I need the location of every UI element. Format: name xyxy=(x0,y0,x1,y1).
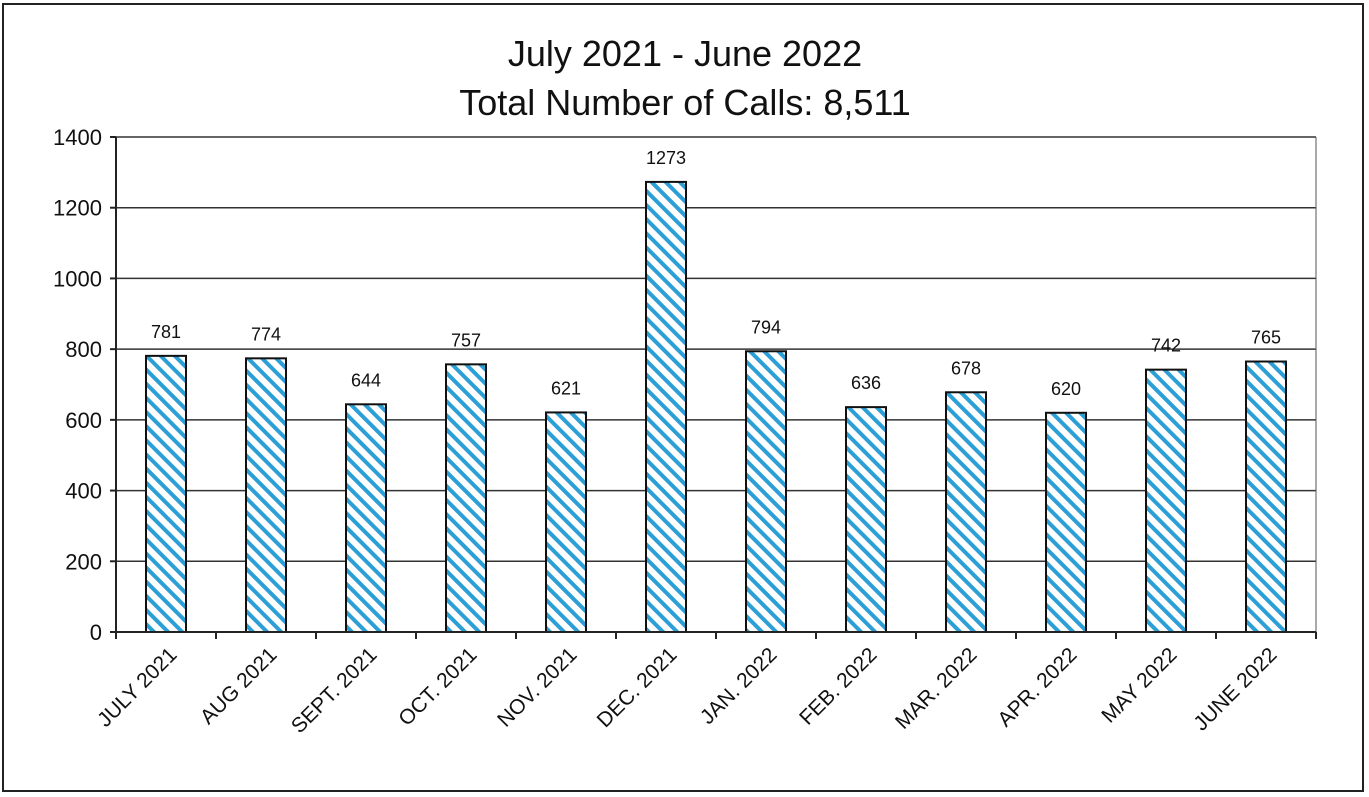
x-tick-label: OCT. 2021 xyxy=(394,643,481,730)
x-tick-label: MAR. 2022 xyxy=(891,643,982,734)
data-label: 621 xyxy=(551,378,581,398)
x-tick-label: JULY 2021 xyxy=(93,643,181,731)
x-tick-label: APR. 2022 xyxy=(993,643,1081,731)
y-tick-label: 0 xyxy=(90,620,102,645)
bar xyxy=(945,391,987,633)
x-tick-label: FEB. 2022 xyxy=(795,643,881,729)
x-tick-label: SEPT. 2021 xyxy=(287,643,382,738)
x-tick-label: NOV. 2021 xyxy=(493,643,581,731)
bar xyxy=(145,354,187,633)
data-label: 774 xyxy=(251,324,281,344)
bar xyxy=(845,406,887,633)
x-tick-label: AUG 2021 xyxy=(196,643,282,729)
data-label: 620 xyxy=(1051,379,1081,399)
x-axis: JULY 2021 AUG 2021 SEPT. 2021 OCT. 2021 NOV.… xyxy=(93,631,1317,738)
y-tick-label: 200 xyxy=(65,549,102,574)
x-tick-label: JUNE 2022 xyxy=(1189,643,1281,735)
x-tick-label: JAN. 2022 xyxy=(696,643,782,729)
y-tick-label: 1000 xyxy=(53,266,102,291)
data-label: 644 xyxy=(351,370,381,390)
gridlines xyxy=(116,136,1317,632)
bar xyxy=(1145,368,1187,633)
bar xyxy=(445,363,487,633)
y-tick-label: 800 xyxy=(65,337,102,362)
y-tick-label: 1200 xyxy=(53,196,102,221)
y-tick-label: 400 xyxy=(65,479,102,504)
data-label: 636 xyxy=(851,373,881,393)
data-label: 757 xyxy=(451,330,481,350)
y-axis: 0 200 400 600 800 1000 1200 1400 xyxy=(53,125,117,645)
data-label: 678 xyxy=(951,358,981,378)
bar xyxy=(745,350,787,633)
bar xyxy=(345,403,387,633)
data-label: 794 xyxy=(751,317,781,337)
x-tick-label: DEC. 2021 xyxy=(593,643,682,732)
y-tick-label: 600 xyxy=(65,408,102,433)
chart-subtitle: Total Number of Calls: 8,511 xyxy=(459,82,911,123)
data-labels: 781 774 644 757 621 1273 794 636 678 620 742 765 xyxy=(151,148,1281,399)
y-tick-label: 1400 xyxy=(53,125,102,150)
data-label: 781 xyxy=(151,322,181,342)
chart-title: July 2021 - June 2022 xyxy=(508,33,862,74)
data-label: 1273 xyxy=(646,148,686,168)
data-label: 742 xyxy=(1151,336,1181,356)
bar xyxy=(1045,411,1087,633)
bar xyxy=(545,411,587,633)
bars xyxy=(145,180,1287,633)
x-tick-label: MAY 2022 xyxy=(1097,643,1181,727)
bar xyxy=(1245,360,1287,633)
bar xyxy=(245,357,287,633)
bar xyxy=(645,180,687,633)
data-label: 765 xyxy=(1251,328,1281,348)
